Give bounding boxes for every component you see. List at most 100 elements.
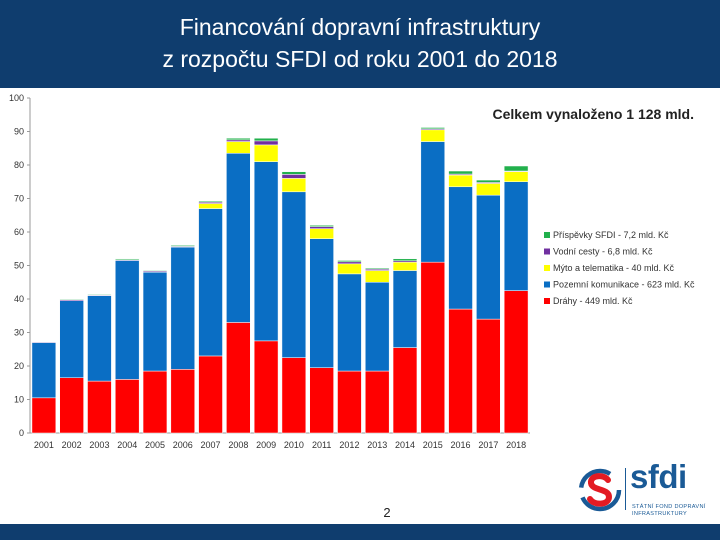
sfdi-s-logo-icon bbox=[578, 468, 622, 512]
legend-swatch bbox=[544, 281, 550, 288]
y-tick-label: 10 bbox=[14, 395, 24, 405]
bar-segment-2009-s1 bbox=[253, 161, 279, 342]
bar-segment-2017-s4 bbox=[476, 179, 501, 183]
bar-segment-2007-s1 bbox=[198, 208, 223, 357]
bar-segment-2006-s1 bbox=[170, 246, 195, 370]
x-tick-label-2018: 2018 bbox=[506, 440, 526, 450]
bar-segment-2011-s0 bbox=[309, 367, 334, 434]
bar-segment-2007-s0 bbox=[198, 355, 223, 434]
x-tick-label-2002: 2002 bbox=[62, 440, 82, 450]
bar-segment-2012-s3 bbox=[337, 261, 362, 265]
y-tick-label: 20 bbox=[14, 361, 24, 371]
bar-segment-2010-s4 bbox=[281, 171, 307, 175]
x-tick-label-2009: 2009 bbox=[256, 440, 276, 450]
y-tick-label: 60 bbox=[14, 227, 24, 237]
bar-segment-2018-s0 bbox=[503, 290, 529, 434]
y-tick-label: 100 bbox=[9, 93, 24, 103]
bar-segment-2015-s1 bbox=[420, 141, 445, 263]
y-tick-label: 70 bbox=[14, 194, 24, 204]
x-tick-label-2007: 2007 bbox=[201, 440, 221, 450]
bar-segment-2002-s1 bbox=[59, 300, 84, 378]
page-number: 2 bbox=[383, 505, 391, 520]
bar-segment-2011-s3 bbox=[309, 226, 334, 229]
bar-segment-2002-s4 bbox=[59, 298, 84, 300]
bar-segment-2009-s0 bbox=[253, 340, 279, 434]
sfdi-logo: sfdi STÁTNÍ FOND DOPRAVNÍ INFRASTRUKTURY bbox=[578, 458, 712, 518]
bar-segment-2015-s0 bbox=[420, 261, 445, 434]
bar-segment-2014-s2 bbox=[392, 261, 418, 271]
bar-segment-2005-s4 bbox=[142, 270, 168, 272]
bar-segment-2008-s3 bbox=[226, 139, 251, 142]
bar-segment-2016-s4 bbox=[448, 170, 473, 175]
bar-segment-2010-s0 bbox=[281, 357, 307, 434]
bar-segment-2004-s4 bbox=[115, 258, 140, 261]
bar-segment-2009-s2 bbox=[253, 144, 279, 162]
logo-divider bbox=[625, 468, 626, 510]
bar-segment-2003-s4 bbox=[87, 294, 112, 296]
bar-segment-2013-s4 bbox=[365, 267, 390, 270]
bar-segment-2012-s1 bbox=[337, 273, 362, 372]
bar-segment-2003-s0 bbox=[87, 380, 112, 434]
bars-layer bbox=[31, 127, 529, 434]
bar-segment-2005-s1 bbox=[142, 271, 168, 372]
bar-segment-2018-s4 bbox=[503, 165, 529, 172]
x-tick-label-2004: 2004 bbox=[117, 440, 137, 450]
bar-segment-2011-s4 bbox=[309, 225, 334, 227]
bar-segment-2006-s4 bbox=[170, 245, 195, 247]
bar-segment-2014-s4 bbox=[392, 258, 418, 262]
bar-segment-2013-s2 bbox=[365, 270, 390, 283]
footer-bar bbox=[0, 524, 720, 540]
bar-segment-2005-s0 bbox=[142, 370, 168, 434]
x-tick-label-2012: 2012 bbox=[339, 440, 359, 450]
bar-segment-2014-s0 bbox=[392, 347, 418, 434]
bar-segment-2003-s1 bbox=[87, 295, 112, 382]
legend-swatch bbox=[544, 232, 550, 238]
x-tick-label-2005: 2005 bbox=[145, 440, 165, 450]
bar-segment-2017-s0 bbox=[476, 318, 501, 434]
logo-subtitle-line1: STÁTNÍ FOND DOPRAVNÍ bbox=[632, 504, 706, 510]
bar-segment-2012-s4 bbox=[337, 260, 362, 263]
bar-segment-2007-s4 bbox=[198, 200, 223, 203]
bar-segment-2008-s4 bbox=[226, 137, 251, 141]
bar-segment-2018-s1 bbox=[503, 181, 529, 291]
bar-segment-2008-s2 bbox=[226, 141, 251, 154]
bar-segment-2008-s0 bbox=[226, 322, 251, 434]
slide-title-line2: z rozpočtu SFDI od roku 2001 do 2018 bbox=[162, 46, 558, 72]
legend-swatch bbox=[544, 298, 550, 304]
x-tick-label-2014: 2014 bbox=[395, 440, 415, 450]
legend-label: Dráhy - 449 mld. Kč bbox=[553, 296, 633, 306]
x-tick-label-2001: 2001 bbox=[34, 440, 54, 450]
bar-segment-2011-s2 bbox=[309, 228, 334, 239]
chart-legend: Příspěvky SFDI - 7,2 mld. Kč Vodní cesty … bbox=[544, 230, 695, 306]
chart-annotation: Celkem vynaloženo 1 128 mld. bbox=[492, 106, 694, 122]
bar-segment-2014-s1 bbox=[392, 270, 418, 348]
x-tick-label-2016: 2016 bbox=[451, 440, 471, 450]
x-tick-label-2006: 2006 bbox=[173, 440, 193, 450]
bar-segment-2006-s0 bbox=[170, 369, 195, 434]
y-tick-label: 30 bbox=[14, 328, 24, 338]
slide-header: Financování dopravní infrastruktury z ro… bbox=[0, 0, 720, 88]
y-tick-label: 90 bbox=[14, 127, 24, 137]
legend-label: Příspěvky SFDI - 7,2 mld. Kč bbox=[553, 230, 669, 240]
slide-title-line1: Financování dopravní infrastruktury bbox=[179, 14, 541, 40]
bar-segment-2007-s2 bbox=[198, 203, 223, 209]
axis-layer: 0 10 20 30 40 50 60 70 80 90 100 bbox=[9, 93, 530, 438]
bar-segment-2009-s4 bbox=[253, 137, 279, 142]
bar-segment-2004-s0 bbox=[115, 379, 140, 434]
y-tick-label: 50 bbox=[14, 261, 24, 271]
x-tick-label-2013: 2013 bbox=[367, 440, 387, 450]
x-tick-label-2003: 2003 bbox=[89, 440, 109, 450]
bar-segment-2012-s0 bbox=[337, 370, 362, 434]
bar-segment-2016-s0 bbox=[448, 308, 473, 434]
bar-segment-2016-s1 bbox=[448, 186, 473, 310]
bar-segment-2012-s2 bbox=[337, 263, 362, 275]
bar-segment-2013-s1 bbox=[365, 282, 390, 372]
legend-label: Pozemní komunikace - 623 mld. Kč bbox=[553, 280, 695, 290]
bar-segment-2015-s2 bbox=[420, 129, 445, 142]
legend-label: Mýto a telematika - 40 mld. Kč bbox=[553, 263, 675, 273]
y-tick-label: 80 bbox=[14, 160, 24, 170]
bar-segment-2001-s1 bbox=[31, 342, 57, 399]
bar-segment-2017-s2 bbox=[476, 183, 501, 196]
legend-label: Vodní cesty - 6,8 mld. Kč bbox=[553, 247, 653, 257]
bar-segment-2010-s3 bbox=[281, 174, 307, 179]
